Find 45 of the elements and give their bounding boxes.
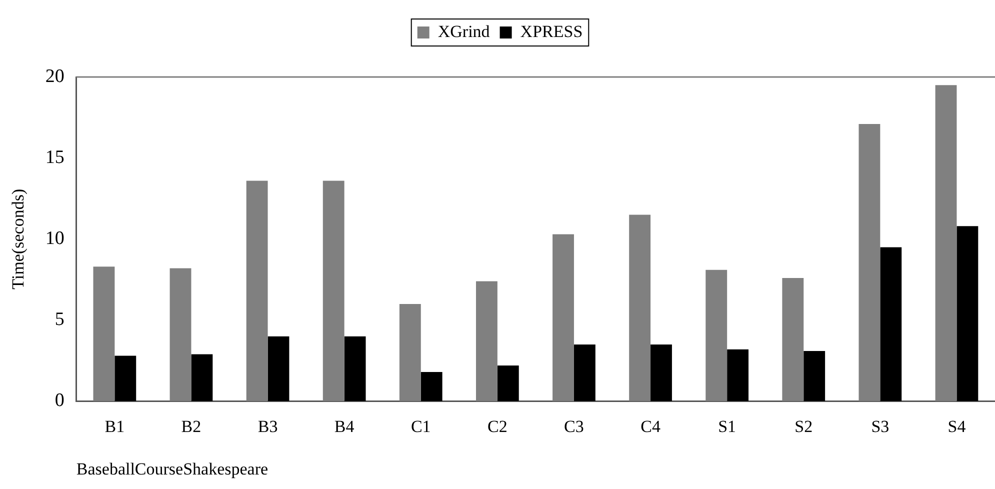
bar xyxy=(191,354,213,402)
bar xyxy=(650,344,672,402)
bar xyxy=(727,349,749,402)
x-tick-label: C4 xyxy=(640,416,661,436)
legend-label: XPRESS xyxy=(520,22,583,41)
bar xyxy=(880,247,902,402)
bar xyxy=(114,356,136,402)
x-tick-label: B2 xyxy=(181,416,202,436)
bar xyxy=(476,281,498,402)
y-tick-label: 10 xyxy=(45,228,64,250)
x-tick-label: B4 xyxy=(334,416,355,436)
bar xyxy=(552,234,574,402)
y-tick-label: 0 xyxy=(54,390,64,412)
bar xyxy=(399,304,421,402)
bar xyxy=(322,180,344,402)
bar xyxy=(497,366,519,402)
legend-label: XGrind xyxy=(438,22,490,41)
bar xyxy=(629,214,651,402)
bar xyxy=(93,266,115,402)
x-tick-label: S2 xyxy=(794,416,813,436)
bar xyxy=(170,268,192,402)
x-tick-label: C1 xyxy=(410,416,431,436)
x-tick-label: C2 xyxy=(488,416,508,436)
x-tick-label: C3 xyxy=(564,416,584,436)
bar xyxy=(804,350,826,402)
bar xyxy=(858,124,880,402)
y-tick-label: 5 xyxy=(54,309,64,330)
x-tick-label: S4 xyxy=(948,416,966,436)
bar xyxy=(268,336,290,402)
y-tick-label: 20 xyxy=(45,66,64,87)
y-tick-label: 15 xyxy=(45,147,64,168)
bar xyxy=(935,85,957,402)
x-tick-label: B3 xyxy=(258,416,278,436)
x-tick-label: B1 xyxy=(104,416,125,436)
y-axis-title: Time(seconds) xyxy=(8,188,28,290)
bar xyxy=(344,336,366,402)
x-tick-label: S3 xyxy=(871,416,890,436)
x-axis-title: BaseballCourseShakespeare xyxy=(76,459,268,478)
bar xyxy=(956,226,978,402)
bar xyxy=(574,344,596,402)
bar xyxy=(246,180,268,402)
x-tick-label: S1 xyxy=(718,416,736,436)
bar xyxy=(782,278,804,402)
bar xyxy=(420,372,442,402)
bar xyxy=(706,270,728,402)
